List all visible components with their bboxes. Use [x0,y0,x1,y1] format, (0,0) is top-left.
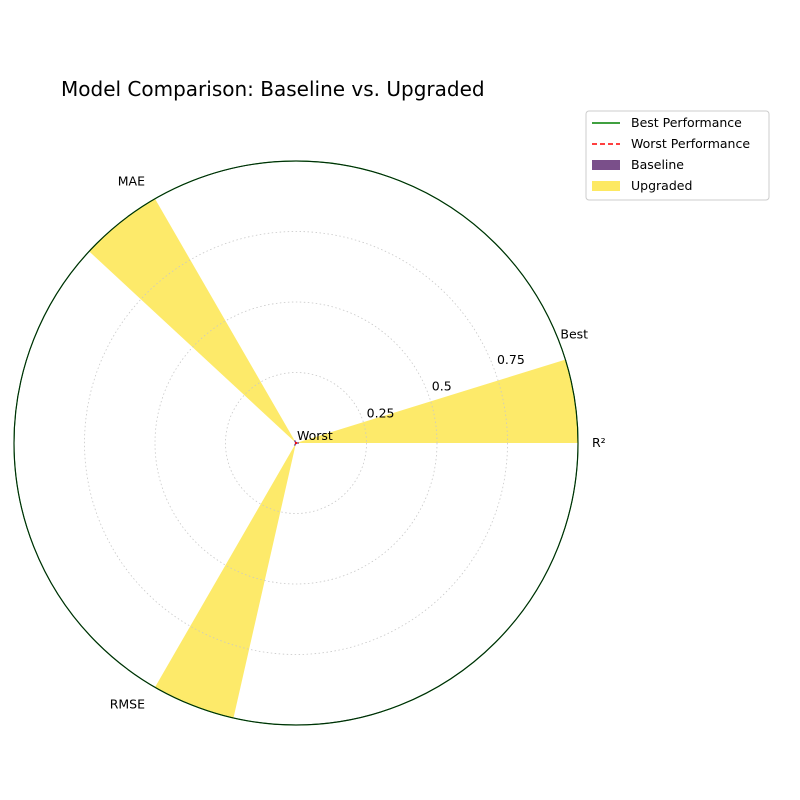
legend-label: Baseline [631,157,684,172]
worst-ring-label: Worst [297,428,333,443]
legend-swatch [592,181,620,191]
bar-upgraded-0 [296,359,578,443]
grid-ring-0 [225,372,367,514]
polar-frame [13,160,579,726]
legend-label: Worst Performance [631,136,750,151]
legend: Best Performance Worst Performance Baselin… [585,110,770,201]
grid-layer [84,231,508,655]
r-tick-label-1: 0.5 [432,379,452,394]
legend-swatch [592,160,620,170]
legend-box [585,110,770,201]
axis-label-1: MAE [118,173,145,188]
legend-item-worst-performance: Worst Performance [592,136,750,151]
grid-ring-2 [84,231,508,655]
best-ring-label: Best [560,326,588,341]
ref-line-worst-performance [294,441,298,445]
bar-upgraded-1 [89,198,296,443]
axis-label-0: R² [592,435,606,450]
axis-label-2: RMSE [110,697,145,712]
grid-ring-1 [154,301,438,585]
legend-item-baseline: Baseline [592,157,684,172]
bars-layer [89,198,578,718]
bar-upgraded-2 [155,443,296,718]
legend-label: Best Performance [631,115,742,130]
r-tick-label-0: 0.25 [367,406,395,421]
legend-item-best-performance: Best Performance [592,115,742,130]
legend-label: Upgraded [631,178,692,193]
chart-title: Model Comparison: Baseline vs. Upgraded [61,77,485,101]
r-tick-label-2: 0.75 [497,352,525,367]
reference-lines-layer [13,160,579,726]
labels-layer: R² MAE RMSE 0.25 0.5 0.75 Best Worst [110,173,606,711]
legend-item-upgraded: Upgraded [592,178,692,193]
